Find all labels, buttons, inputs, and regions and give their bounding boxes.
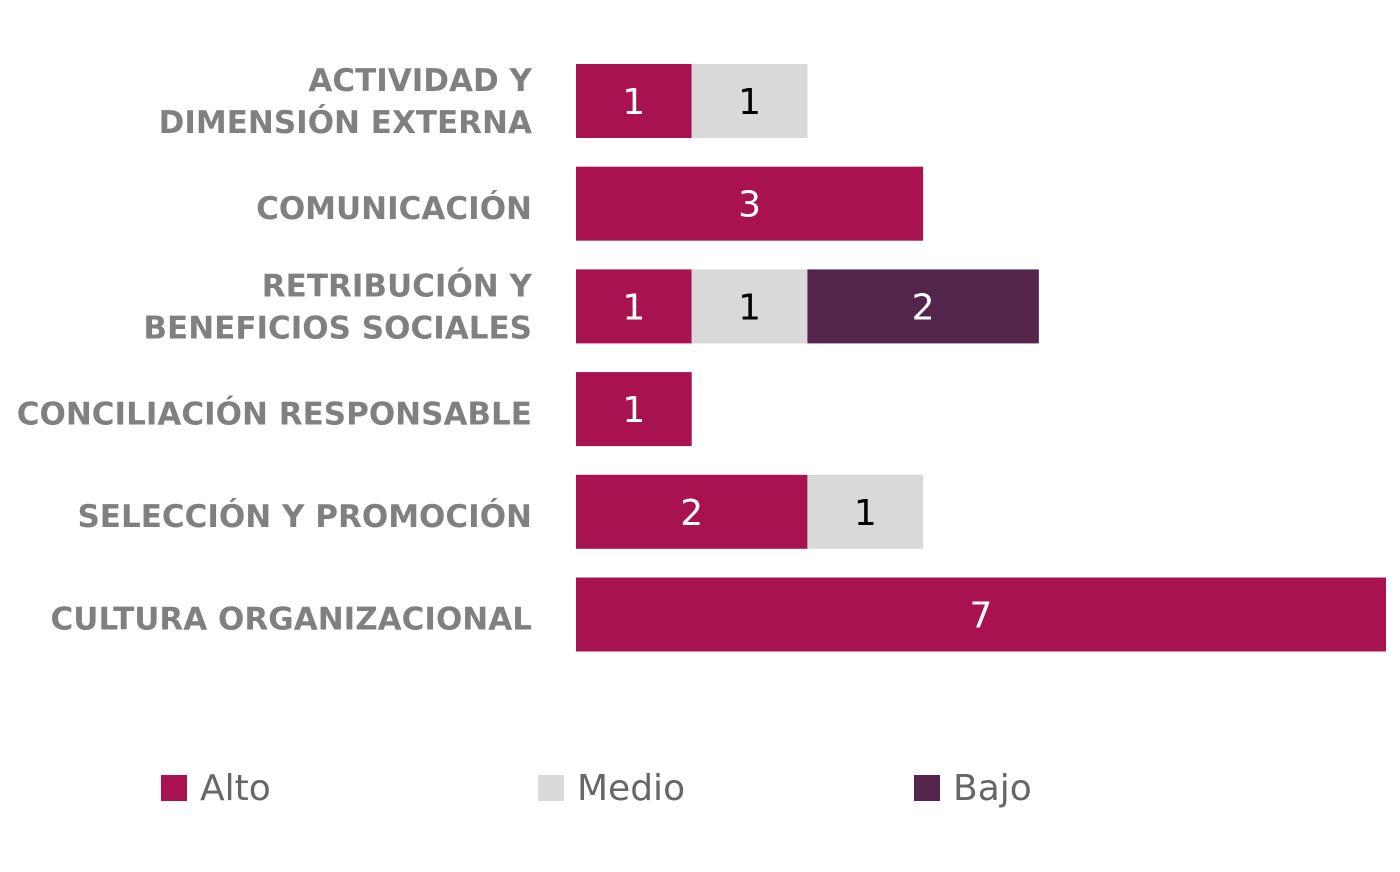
bar-alto-actividad-y-dimension-externa — [576, 64, 692, 138]
bar-alto-seleccion-y-promocion — [576, 474, 808, 549]
category-label-cultura-organizacional: CULTURA ORGANIZACIONAL — [51, 602, 532, 638]
legend-label-alto: Alto — [200, 768, 271, 809]
data-label-alto-actividad-y-dimension-externa: 1 — [622, 82, 645, 123]
data-label-medio-seleccion-y-promocion: 1 — [854, 493, 877, 534]
legend-label-medio: Medio — [577, 768, 685, 809]
legend-item-bajo: Bajo — [914, 768, 1032, 809]
bar-medio-retribucion-y-beneficios-sociales — [691, 269, 808, 344]
category-labels: ACTIVIDAD Y DIMENSIÓN EXTERNA COMUNICACIÓN… — [17, 63, 533, 638]
data-label-alto-retribucion-y-beneficios-sociales: 1 — [622, 287, 645, 328]
category-label-retribucion-y-beneficios-sociales: RETRIBUCIÓN Y BENEFICIOS SOCIALES — [143, 268, 532, 347]
bar-alto-cultura-organizacional — [576, 577, 1386, 652]
bar-medio-seleccion-y-promocion — [807, 474, 924, 549]
category-label-line: CONCILIACIÓN RESPONSABLE — [17, 395, 532, 432]
legend-item-alto: Alto — [161, 768, 271, 809]
category-label-line: DIMENSIÓN EXTERNA — [159, 104, 532, 141]
legend-label-bajo: Bajo — [953, 768, 1032, 809]
category-label-conciliacion-responsable: CONCILIACIÓN RESPONSABLE — [17, 395, 532, 432]
bar-alto-conciliacion-responsable — [576, 372, 692, 447]
data-label-medio-actividad-y-dimension-externa: 1 — [738, 82, 761, 123]
legend-swatch-alto — [161, 775, 187, 801]
category-label-line: BENEFICIOS SOCIALES — [143, 311, 532, 347]
legend-item-medio: Medio — [538, 768, 685, 809]
category-label-line: RETRIBUCIÓN Y — [262, 268, 533, 305]
bar-alto-comunicacion — [576, 166, 924, 241]
category-label-line: CULTURA ORGANIZACIONAL — [51, 602, 532, 638]
data-label-medio-retribucion-y-beneficios-sociales: 1 — [738, 287, 761, 328]
value-labels: 1 1 3 1 1 2 1 2 1 7 — [622, 82, 992, 637]
category-label-seleccion-y-promocion: SELECCIÓN Y PROMOCIÓN — [77, 498, 532, 535]
data-label-alto-comunicacion: 3 — [738, 185, 761, 226]
legend-swatch-bajo — [914, 775, 940, 801]
legend: Alto Medio Bajo — [161, 768, 1032, 809]
category-label-line: SELECCIÓN Y PROMOCIÓN — [77, 498, 532, 535]
legend-swatch-medio — [538, 775, 564, 801]
data-label-bajo-retribucion-y-beneficios-sociales: 2 — [912, 287, 935, 328]
category-label-actividad-y-dimension-externa: ACTIVIDAD Y DIMENSIÓN EXTERNA — [159, 63, 533, 141]
data-label-alto-cultura-organizacional: 7 — [970, 596, 993, 637]
data-label-alto-conciliacion-responsable: 1 — [622, 390, 645, 431]
bars — [576, 64, 1386, 652]
category-label-comunicacion: COMUNICACIÓN — [256, 190, 532, 227]
bar-bajo-retribucion-y-beneficios-sociales — [807, 269, 1039, 344]
bar-alto-retribucion-y-beneficios-sociales — [576, 269, 692, 344]
bar-medio-actividad-y-dimension-externa — [691, 64, 808, 138]
category-label-line: COMUNICACIÓN — [256, 190, 532, 227]
category-label-line: ACTIVIDAD Y — [308, 63, 532, 99]
data-label-alto-seleccion-y-promocion: 2 — [680, 493, 703, 534]
